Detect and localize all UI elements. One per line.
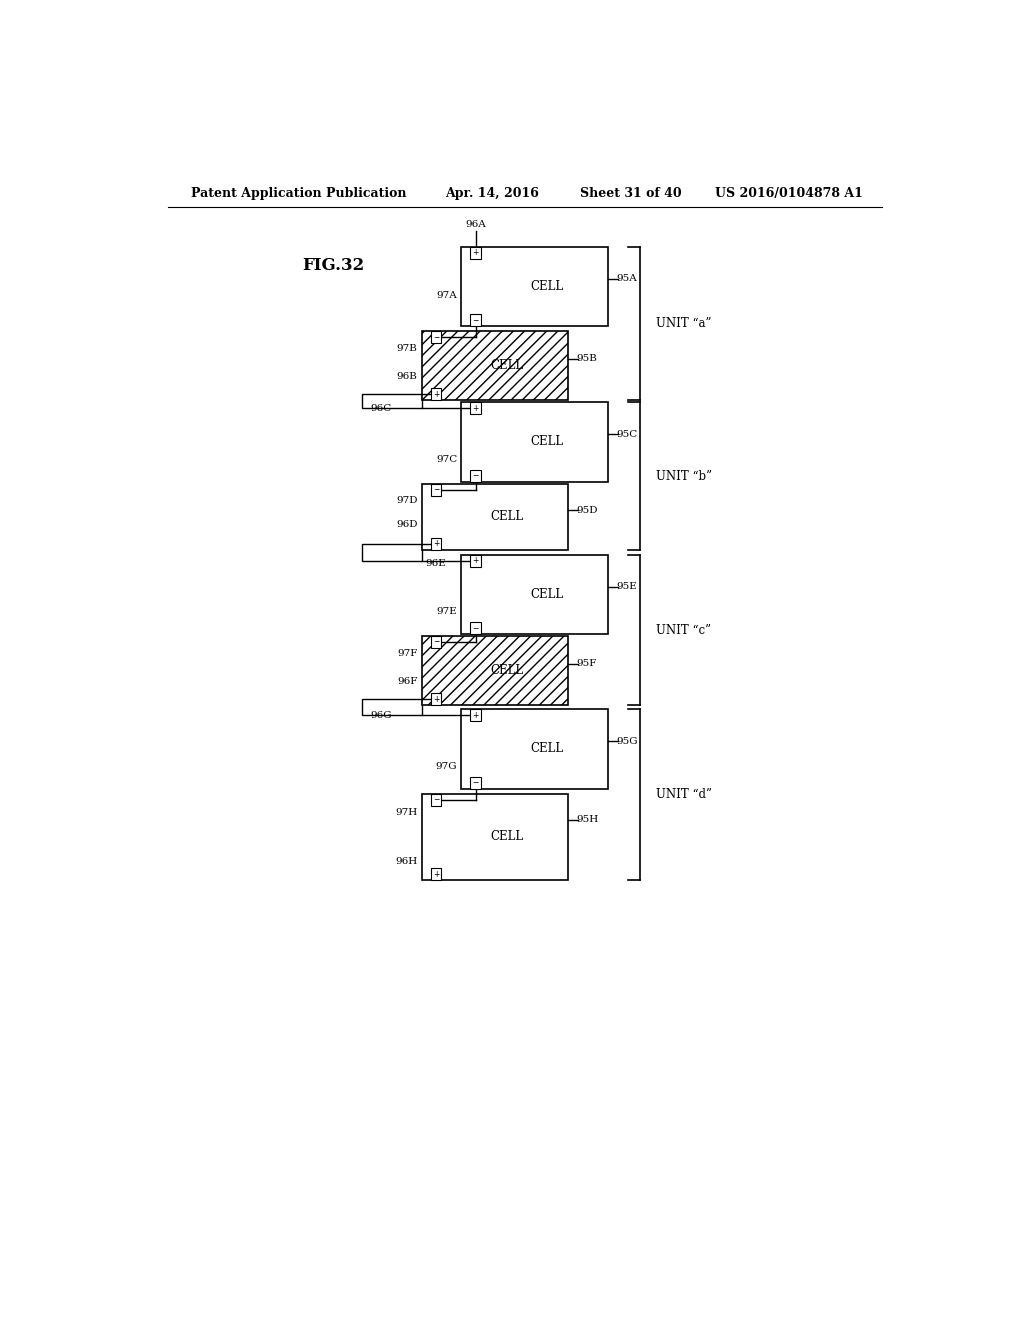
Text: 95C: 95C [616, 429, 637, 438]
Text: UNIT “b”: UNIT “b” [655, 470, 712, 483]
Bar [362, 395, 422, 408]
Bar [470, 622, 480, 634]
Text: −: − [472, 777, 479, 787]
Text: 96B: 96B [396, 372, 418, 380]
Text: +: + [472, 556, 479, 565]
Bar [470, 403, 480, 414]
Text: 97D: 97D [396, 496, 418, 504]
Text: +: + [472, 404, 479, 413]
Bar [461, 247, 608, 326]
Text: 96H: 96H [395, 857, 418, 866]
Text: CELL: CELL [490, 359, 523, 372]
Bar [461, 403, 608, 482]
Text: 96C: 96C [370, 404, 391, 413]
Text: 97F: 97F [397, 649, 418, 657]
Text: CELL: CELL [490, 664, 523, 677]
Text: 95G: 95G [616, 737, 638, 746]
Text: Patent Application Publication: Patent Application Publication [191, 187, 407, 201]
Text: 97E: 97E [436, 607, 458, 616]
Text: 97C: 97C [436, 455, 458, 463]
Bar [362, 700, 422, 715]
Text: CELL: CELL [490, 830, 523, 843]
Text: CELL: CELL [529, 742, 563, 755]
Text: 96A: 96A [465, 219, 486, 228]
Text: CELL: CELL [490, 511, 523, 523]
Text: 95H: 95H [577, 814, 599, 824]
Bar [422, 483, 568, 549]
Text: −: − [433, 333, 439, 342]
Text: 97A: 97A [436, 292, 458, 301]
Text: UNIT “a”: UNIT “a” [655, 317, 712, 330]
Bar [431, 331, 441, 343]
Text: Apr. 14, 2016: Apr. 14, 2016 [445, 187, 540, 201]
Bar [470, 554, 480, 566]
Text: UNIT “d”: UNIT “d” [655, 788, 712, 801]
Text: 96D: 96D [396, 520, 418, 529]
Bar [431, 793, 441, 805]
Text: 96G: 96G [370, 711, 391, 719]
Text: 96F: 96F [397, 677, 418, 685]
Text: −: − [472, 623, 479, 632]
Bar [470, 776, 480, 788]
Bar [470, 247, 480, 259]
Text: 95E: 95E [616, 582, 637, 591]
Bar [470, 314, 480, 326]
Text: 97B: 97B [396, 345, 418, 352]
Text: CELL: CELL [529, 436, 563, 449]
Text: −: − [433, 795, 439, 804]
Text: 95A: 95A [616, 275, 637, 282]
Text: 95F: 95F [577, 659, 597, 668]
Text: +: + [433, 694, 439, 704]
Bar [461, 709, 608, 788]
Text: +: + [472, 248, 479, 257]
Text: CELL: CELL [529, 587, 563, 601]
Bar [431, 869, 441, 880]
Text: 95D: 95D [577, 506, 598, 515]
Text: −: − [433, 638, 439, 647]
Bar [431, 483, 441, 495]
Text: +: + [472, 710, 479, 719]
Bar [431, 636, 441, 648]
Text: 96E: 96E [426, 560, 446, 569]
Text: 95B: 95B [577, 354, 597, 363]
Text: Sheet 31 of 40: Sheet 31 of 40 [581, 187, 682, 201]
Text: 97G: 97G [436, 762, 458, 771]
Bar [470, 709, 480, 721]
Bar [431, 388, 441, 400]
Text: FIG.32: FIG.32 [303, 256, 365, 273]
Text: +: + [433, 389, 439, 399]
Text: US 2016/0104878 A1: US 2016/0104878 A1 [715, 187, 863, 201]
Bar [431, 693, 441, 705]
Bar [461, 554, 608, 634]
Text: UNIT “c”: UNIT “c” [655, 623, 711, 636]
Bar [422, 793, 568, 880]
Bar [362, 544, 422, 561]
Text: −: − [472, 471, 479, 480]
Bar [470, 470, 480, 482]
Bar [431, 537, 441, 549]
Text: 97H: 97H [395, 808, 418, 817]
Text: CELL: CELL [529, 280, 563, 293]
Bar [422, 331, 568, 400]
Bar [422, 636, 568, 705]
Text: +: + [433, 540, 439, 548]
Text: −: − [472, 315, 479, 325]
Text: −: − [433, 484, 439, 494]
Text: +: + [433, 870, 439, 879]
